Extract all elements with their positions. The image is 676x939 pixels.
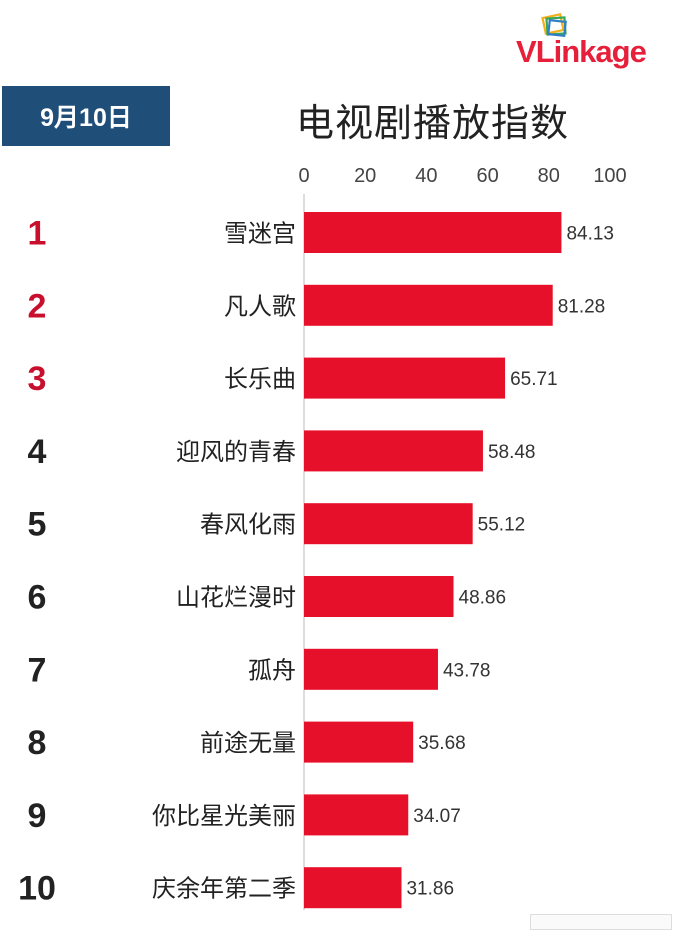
bar (304, 212, 562, 253)
rank-label: 8 (28, 724, 47, 762)
rank-label: 7 (28, 651, 47, 689)
bar (304, 794, 409, 836)
data-label: 43.78 (443, 660, 491, 681)
category-label: 凡人歌 (224, 292, 296, 320)
bar (304, 721, 414, 763)
data-label: 31.86 (406, 879, 454, 900)
x-tick-label: 0 (298, 165, 309, 187)
date-badge: 9月10日 (2, 86, 170, 146)
category-label: 山花烂漫时 (176, 584, 296, 612)
logo-text: VLinkage (516, 34, 647, 69)
data-label: 65.71 (510, 369, 558, 390)
category-label: 长乐曲 (224, 365, 296, 393)
vlinkage-logo: VLinkage (512, 12, 672, 72)
data-label: 58.48 (488, 442, 536, 463)
rank-label: 5 (28, 506, 47, 544)
rank-label: 10 (18, 870, 56, 908)
category-label: 春风化雨 (200, 511, 296, 539)
category-label: 孤舟 (248, 656, 296, 684)
category-label: 你比星光美丽 (152, 802, 296, 830)
data-label: 48.86 (459, 588, 507, 609)
bar (304, 503, 473, 545)
vlinkage-stacked-squares-icon (541, 12, 567, 38)
rank-label: 1 (28, 215, 47, 253)
category-label: 庆余年第二季 (152, 875, 296, 903)
x-tick-label: 40 (415, 165, 437, 187)
bar (304, 648, 438, 690)
rank-label: 6 (28, 579, 47, 617)
category-label: 前途无量 (200, 729, 296, 757)
bar-chart: 0 20 40 60 80 100 1 雪迷宫 84.13 2 凡人歌 81.28 3 长乐曲 65.71 4… (18, 165, 627, 910)
bar (304, 867, 402, 909)
x-tick-label: 80 (538, 165, 560, 187)
x-tick-label: 20 (354, 165, 376, 187)
bar (304, 430, 483, 472)
bar (304, 357, 506, 399)
x-tick-label: 60 (476, 165, 498, 187)
watermark-box (530, 914, 672, 930)
data-label: 81.28 (558, 296, 606, 317)
category-label: 雪迷宫 (224, 220, 296, 248)
rank-label: 2 (28, 287, 47, 325)
chart-title: 电视剧播放指数 (296, 101, 570, 145)
data-label: 34.07 (413, 806, 461, 827)
data-label: 35.68 (418, 733, 466, 754)
x-tick-label: 100 (593, 165, 626, 187)
bar (304, 284, 553, 326)
rank-label: 9 (28, 797, 47, 835)
rank-label: 3 (28, 360, 47, 398)
category-label: 迎风的青春 (176, 438, 296, 466)
data-label: 84.13 (566, 224, 614, 245)
data-label: 55.12 (478, 515, 526, 536)
rank-label: 4 (28, 433, 47, 471)
bar (304, 576, 454, 617)
